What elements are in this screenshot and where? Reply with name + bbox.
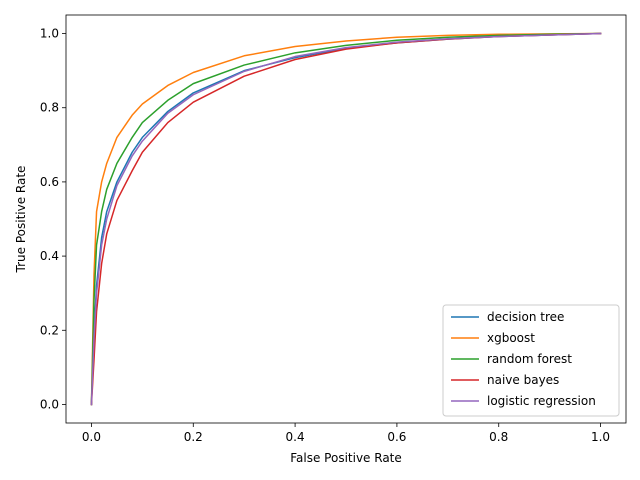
x-axis-ticks: 0.0 0.2 0.4 0.6 0.8 1.0 bbox=[82, 423, 610, 444]
legend-label-xgboost: xgboost bbox=[487, 331, 535, 345]
y-tick-label: 1.0 bbox=[40, 27, 59, 41]
y-tick-label: 0.2 bbox=[40, 323, 59, 337]
legend: decision tree xgboost random forest naive b… bbox=[442, 304, 620, 417]
y-axis-label: True Positive Rate bbox=[14, 166, 28, 274]
y-tick-label: 0.6 bbox=[40, 175, 59, 189]
legend-label-logistic-regression: logistic regression bbox=[487, 394, 596, 408]
x-axis-label: False Positive Rate bbox=[290, 451, 402, 465]
x-tick-label: 1.0 bbox=[591, 430, 610, 444]
x-tick-label: 0.0 bbox=[82, 430, 101, 444]
y-tick-label: 0.4 bbox=[40, 249, 59, 263]
plot-lines bbox=[90, 32, 602, 406]
x-tick-label: 0.6 bbox=[387, 430, 406, 444]
legend-label-random-forest: random forest bbox=[487, 352, 572, 366]
y-axis-ticks: 0.0 0.2 0.4 0.6 0.8 1.0 bbox=[40, 27, 66, 411]
legend-label-decision-tree: decision tree bbox=[487, 310, 564, 324]
plot-area-frame bbox=[65, 14, 627, 424]
x-tick-label: 0.8 bbox=[489, 430, 508, 444]
series-line-logistic-regression bbox=[90, 32, 602, 406]
x-tick-label: 0.4 bbox=[286, 430, 305, 444]
x-tick-label: 0.2 bbox=[184, 430, 203, 444]
series-line-xgboost bbox=[90, 32, 602, 406]
series-line-random-forest bbox=[90, 32, 602, 406]
y-tick-label: 0.8 bbox=[40, 101, 59, 115]
legend-box bbox=[442, 304, 620, 417]
legend-label-naive-bayes: naive bayes bbox=[487, 373, 559, 387]
y-tick-label: 0.0 bbox=[40, 397, 59, 411]
